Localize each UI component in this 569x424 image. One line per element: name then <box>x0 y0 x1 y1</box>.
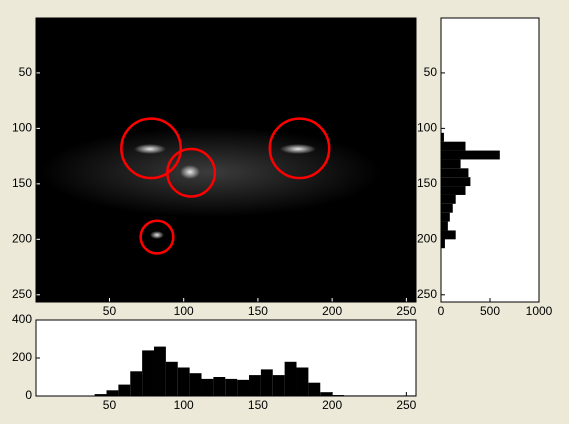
y-tick-label: 100 <box>12 121 32 135</box>
hist-bar <box>249 375 261 396</box>
hist-bar <box>201 378 214 396</box>
image-spot <box>134 144 166 154</box>
hist-bar <box>142 350 155 396</box>
highlight-circle <box>120 117 182 180</box>
hist-bar <box>441 177 471 187</box>
hist-bar <box>106 390 119 396</box>
x-tick-label: 250 <box>396 304 416 318</box>
highlight-circle <box>139 219 175 255</box>
x-tick-label: 200 <box>322 398 342 412</box>
hist-bar <box>308 382 321 396</box>
y-tick-label: 200 <box>12 350 32 364</box>
hist-bar <box>320 392 333 396</box>
hist-bar <box>118 384 131 396</box>
hist-bar <box>441 150 500 160</box>
y-tick-label: 250 <box>12 287 32 301</box>
hist-bar <box>441 132 444 142</box>
y-tick-label: 50 <box>19 65 33 79</box>
y-tick-label: 250 <box>417 287 437 301</box>
x-tick-label: 50 <box>103 398 117 412</box>
y-tick-label: 200 <box>417 231 437 245</box>
hist-bar <box>441 194 456 204</box>
hist-bar <box>284 361 297 396</box>
hist-bar <box>296 367 309 396</box>
hist-bar <box>165 361 178 396</box>
image-spot <box>180 165 200 179</box>
hist-bar <box>272 375 285 396</box>
hist-bar <box>441 186 466 195</box>
axes-frame <box>440 17 540 303</box>
y-tick-label: 0 <box>25 388 32 402</box>
x-tick-label: 50 <box>103 304 117 318</box>
hist-bar <box>441 159 461 169</box>
x-tick-label: 250 <box>396 398 416 412</box>
hist-bar <box>441 221 448 231</box>
hist-bar <box>237 379 250 396</box>
x-tick-label: 100 <box>174 304 194 318</box>
hist-bar <box>213 377 226 396</box>
hist-bar <box>177 367 190 396</box>
hist-bar <box>441 141 466 151</box>
highlight-circle <box>166 147 217 198</box>
hist-bar <box>441 212 450 222</box>
y-tick-label: 400 <box>12 312 32 326</box>
y-tick-label: 200 <box>12 231 32 245</box>
axes-frame <box>35 17 417 303</box>
hist-bar <box>441 203 453 213</box>
x-tick-label: 200 <box>322 304 342 318</box>
hist-bar <box>441 168 469 178</box>
y-tick-label: 150 <box>12 176 32 190</box>
y-tick-label: 50 <box>424 65 438 79</box>
hist-bar <box>154 346 166 396</box>
x-tick-label: 100 <box>174 398 194 412</box>
x-tick-label: 1000 <box>526 304 553 318</box>
image-spot <box>280 144 316 154</box>
x-tick-label: 0 <box>438 304 445 318</box>
y-tick-label: 100 <box>417 121 437 135</box>
x-tick-label: 150 <box>248 304 268 318</box>
x-tick-label: 500 <box>480 304 500 318</box>
hist-bar <box>94 394 107 396</box>
y-tick-label: 150 <box>417 176 437 190</box>
hist-bar <box>441 239 445 249</box>
axes-frame <box>35 319 417 397</box>
highlight-circle <box>268 117 331 180</box>
hist-bar <box>441 230 456 240</box>
image-spot <box>150 231 164 239</box>
x-tick-label: 150 <box>248 398 268 412</box>
hist-bar <box>225 378 238 396</box>
hist-bar <box>260 369 273 396</box>
hist-bar <box>130 371 143 396</box>
hist-bar <box>189 373 202 396</box>
